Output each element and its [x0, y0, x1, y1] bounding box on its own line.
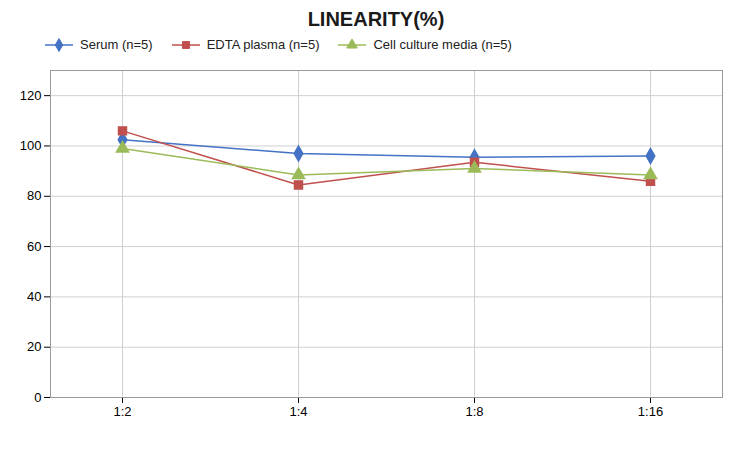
svg-text:60: 60 — [27, 239, 41, 254]
svg-text:120: 120 — [20, 88, 42, 103]
svg-text:40: 40 — [27, 289, 41, 304]
html-text:Serum (n=5): Serum (n=5) — [80, 37, 153, 52]
html-text:Cell culture media (n=5): Cell culture media (n=5) — [373, 37, 512, 52]
html-text:EDTA plasma (n=5): EDTA plasma (n=5) — [206, 37, 320, 52]
html-text:LINEARITY(%): LINEARITY(%) — [307, 8, 445, 30]
svg-text:0: 0 — [34, 390, 41, 405]
svg-text:80: 80 — [27, 188, 41, 203]
svg-text:1:4: 1:4 — [289, 404, 307, 419]
svg-text:100: 100 — [20, 138, 42, 153]
svg-text:1:2: 1:2 — [113, 404, 131, 419]
svg-text:1:8: 1:8 — [465, 404, 483, 419]
svg-text:20: 20 — [27, 339, 41, 354]
svg-text:1:16: 1:16 — [638, 404, 663, 419]
